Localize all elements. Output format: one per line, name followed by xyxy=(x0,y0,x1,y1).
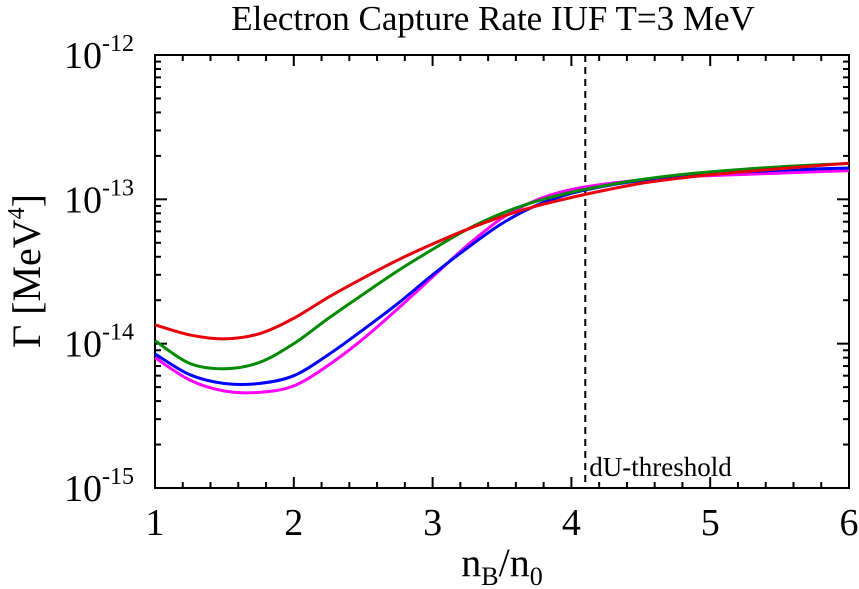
plot-frame xyxy=(154,54,850,489)
y-tick-label: 10-13 xyxy=(64,175,134,221)
major-ticks xyxy=(154,54,850,489)
y-tick-label-base: 10 xyxy=(64,324,102,366)
y-tick-label-exponent: -15 xyxy=(102,464,134,490)
x-axis-label: nB/n0 xyxy=(461,540,542,589)
y-tick-label-base: 10 xyxy=(64,179,102,221)
x-tick-label: 2 xyxy=(284,502,303,544)
x-tick-label: 4 xyxy=(562,502,581,544)
x-axis-label-sub-0: 0 xyxy=(530,562,543,589)
y-tick-label: 10-14 xyxy=(64,320,134,366)
x-axis-label-sep: /n xyxy=(499,540,530,585)
x-axis-label-sub-b: B xyxy=(481,562,498,589)
x-axis-label-main: n xyxy=(461,540,481,585)
y-tick-label-base: 10 xyxy=(64,468,102,510)
x-tick-label: 5 xyxy=(701,502,720,544)
y-tick-label-base: 10 xyxy=(64,35,102,77)
y-axis-label-main: Γ [MeV xyxy=(4,219,49,348)
y-tick-label-exponent: -13 xyxy=(102,175,134,201)
minor-ticks xyxy=(155,55,849,488)
du-threshold-label: dU-threshold xyxy=(589,452,732,482)
y-tick-label: 10-12 xyxy=(64,31,134,77)
x-tick-labels: 1 2 3 4 5 6 xyxy=(146,502,859,544)
y-axis-label: Γ [MeV4] xyxy=(4,194,49,348)
chart-title: Electron Capture Rate IUF T=3 MeV xyxy=(231,0,755,38)
x-tick-label: 1 xyxy=(146,502,165,544)
x-tick-label: 6 xyxy=(840,502,859,544)
y-tick-label: 10-15 xyxy=(64,464,134,510)
series-line-blue xyxy=(154,166,850,386)
y-axis-label-close: ] xyxy=(4,194,49,207)
y-tick-label-exponent: -14 xyxy=(102,320,134,346)
series-lines xyxy=(154,161,850,395)
x-tick-label: 3 xyxy=(423,502,442,544)
y-tick-label-exponent: -12 xyxy=(102,31,134,57)
series-line-red xyxy=(154,161,850,341)
y-axis-label-sup: 4 xyxy=(4,207,30,219)
